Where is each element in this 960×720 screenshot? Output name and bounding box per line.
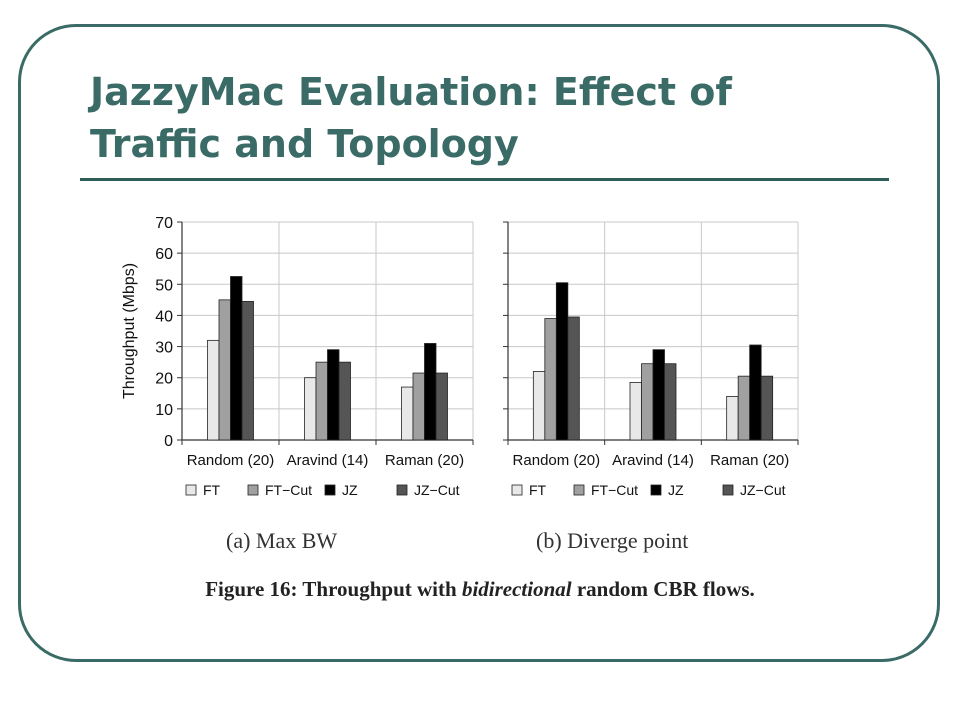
figure-caption: Figure 16: Throughput with bidirectional… xyxy=(0,577,960,602)
legend-label: JZ−Cut xyxy=(414,482,460,498)
slide-title-line-1: JazzyMac Evaluation: Effect of xyxy=(90,70,732,114)
chart-b-subtitle: (b) Diverge point xyxy=(536,528,689,553)
legend-label: FT−Cut xyxy=(265,482,312,498)
caption-emphasis: bidirectional xyxy=(461,577,572,601)
y-tick-label: 70 xyxy=(155,215,173,232)
y-tick-label: 20 xyxy=(155,371,173,388)
legend-swatch xyxy=(396,484,408,496)
legend-swatch xyxy=(650,484,662,496)
bar-jz xyxy=(652,349,665,441)
legend-label: FT xyxy=(529,482,547,498)
legend-label: JZ−Cut xyxy=(740,482,786,498)
legend-swatch xyxy=(324,484,336,496)
y-tick-label: 60 xyxy=(155,246,173,263)
bar-ft-cut xyxy=(412,372,425,441)
bar-ft-cut xyxy=(641,363,654,441)
chart-a: 0 10 20 30 40 50 60 70 Throughput (Mbps) Random (… xyxy=(121,215,474,498)
y-axis-label: Throughput (Mbps) xyxy=(121,263,138,399)
bar-jz-cut xyxy=(664,363,677,441)
legend-label: JZ xyxy=(668,482,684,498)
x-tick-label: Aravind (14) xyxy=(287,452,369,469)
bar-jz xyxy=(424,343,437,441)
bar-ft-cut xyxy=(737,375,751,441)
bar-ft-cut xyxy=(315,361,328,441)
bar-jz xyxy=(749,344,762,441)
slide-title-line-2: Traffic and Topology xyxy=(90,122,519,166)
x-tick-label: Raman (20) xyxy=(385,452,464,469)
slide-frame xyxy=(18,24,940,662)
legend-swatch xyxy=(185,484,197,496)
chart-b: Random (20) Aravind (14) Raman (20) FT FT−Cu… xyxy=(503,221,799,498)
x-tick-label: Random (20) xyxy=(187,452,275,469)
title-divider xyxy=(80,178,889,181)
bar-jz xyxy=(555,282,569,441)
y-tick-label: 40 xyxy=(155,308,173,325)
y-tick-label: 0 xyxy=(164,433,173,450)
legend-swatch xyxy=(722,484,734,496)
bar-jz-cut xyxy=(241,301,254,441)
y-tick-label: 10 xyxy=(155,402,173,419)
caption-suffix: random CBR flows. xyxy=(571,577,755,601)
y-tick-label: 50 xyxy=(155,277,173,294)
legend-swatch xyxy=(247,484,259,496)
legend: FT FT−Cut JZ JZ−Cut xyxy=(511,482,786,498)
legend: FT FT−Cut JZ JZ−Cut xyxy=(185,482,460,498)
bar-ft xyxy=(207,339,220,441)
bar-ft-cut xyxy=(544,318,557,441)
chart-a-subtitle: (a) Max BW xyxy=(226,528,338,553)
slide-title: JazzyMac Evaluation: Effect of Traffic a… xyxy=(90,66,890,170)
bar-jz xyxy=(327,349,340,441)
bar-jz xyxy=(230,276,243,441)
bar-jz-cut xyxy=(760,375,774,441)
legend-label: JZ xyxy=(342,482,358,498)
legend-swatch xyxy=(511,484,523,496)
caption-prefix: Figure 16: Throughput with xyxy=(205,577,462,601)
bar-ft xyxy=(401,386,414,441)
bar-ft xyxy=(726,395,739,441)
x-tick-label: Raman (20) xyxy=(710,452,789,469)
legend-label: FT xyxy=(203,482,221,498)
x-tick-label: Random (20) xyxy=(513,452,601,469)
bar-jz-cut xyxy=(567,316,580,441)
legend-label: FT−Cut xyxy=(591,482,638,498)
bar-ft xyxy=(532,371,546,441)
bar-jz-cut xyxy=(435,372,448,441)
bar-jz-cut xyxy=(338,361,351,441)
bar-ft xyxy=(629,381,642,441)
bar-ft-cut xyxy=(218,299,231,441)
legend-swatch xyxy=(573,484,585,496)
y-tick-label: 30 xyxy=(155,340,173,357)
x-tick-label: Aravind (14) xyxy=(612,452,694,469)
bar-ft xyxy=(304,377,317,441)
